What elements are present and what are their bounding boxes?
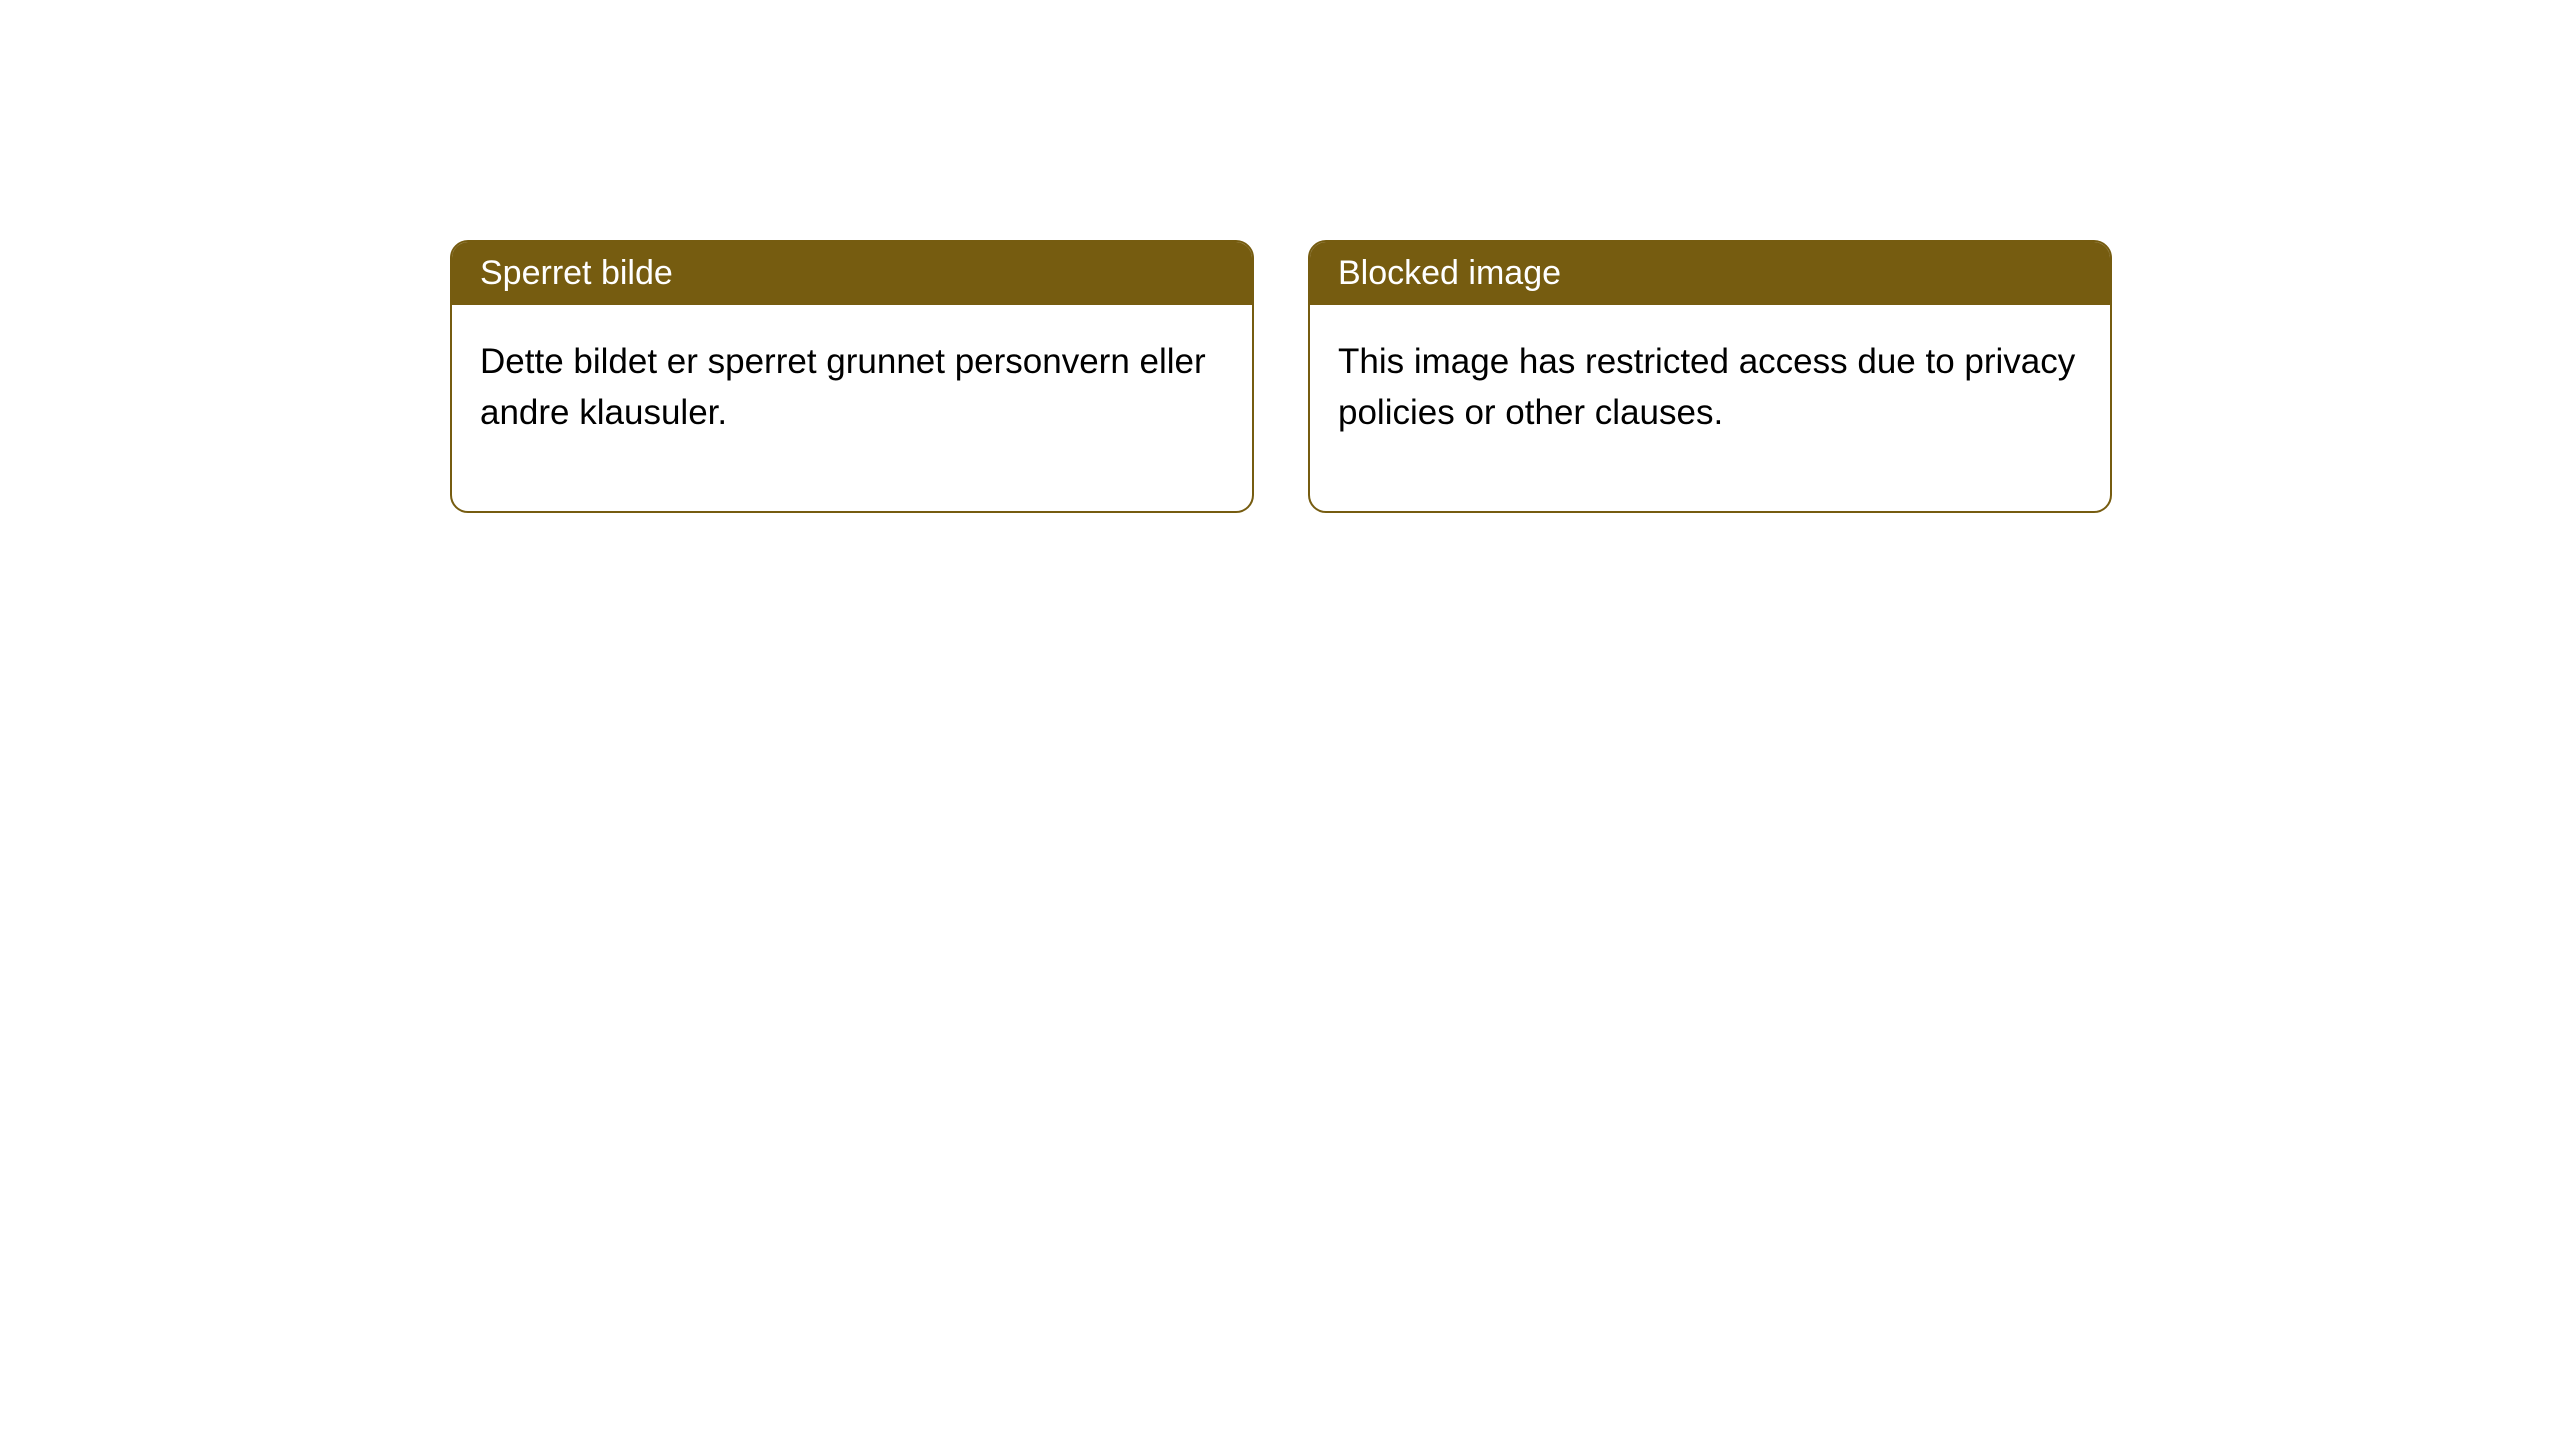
notice-title-en: Blocked image — [1310, 242, 2110, 305]
notice-container: Sperret bilde Dette bildet er sperret gr… — [0, 0, 2560, 513]
notice-box-en: Blocked image This image has restricted … — [1308, 240, 2112, 513]
notice-body-no: Dette bildet er sperret grunnet personve… — [452, 305, 1252, 511]
notice-body-en: This image has restricted access due to … — [1310, 305, 2110, 511]
notice-box-no: Sperret bilde Dette bildet er sperret gr… — [450, 240, 1254, 513]
notice-title-no: Sperret bilde — [452, 242, 1252, 305]
